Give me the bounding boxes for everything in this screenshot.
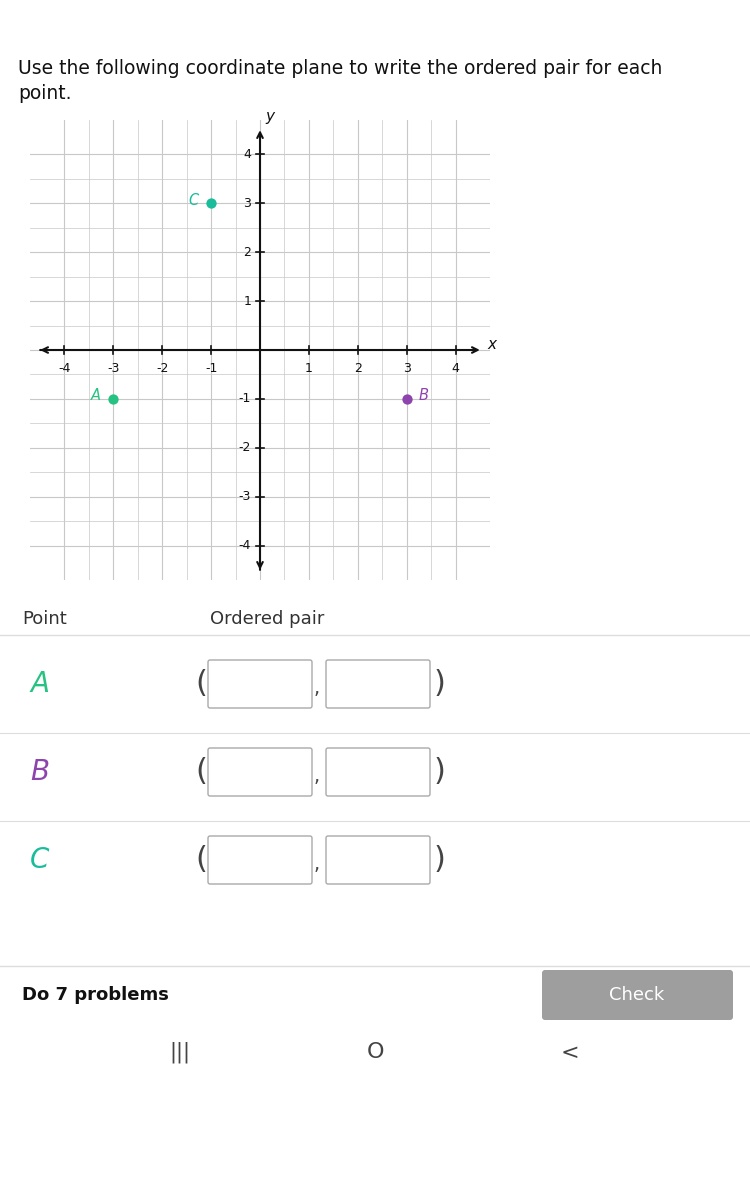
Text: 1: 1 (305, 362, 313, 376)
Point (107, 389, 119, 408)
Text: Use the following coordinate plane to write the ordered pair for each: Use the following coordinate plane to wr… (18, 59, 662, 78)
Text: ): ) (434, 670, 445, 698)
Text: x: x (488, 337, 496, 352)
Text: -2: -2 (156, 362, 168, 376)
Text: (: ( (195, 670, 207, 698)
Text: Do 7 problems: Do 7 problems (22, 986, 169, 1004)
Text: -3: -3 (107, 362, 119, 376)
Text: -1: -1 (238, 392, 251, 406)
Text: 9:32: 9:32 (18, 11, 53, 25)
FancyBboxPatch shape (542, 970, 733, 1020)
FancyBboxPatch shape (208, 836, 312, 884)
Text: C: C (30, 846, 50, 874)
Text: Point: Point (22, 610, 67, 628)
Text: -4: -4 (238, 539, 251, 552)
Text: -4: -4 (58, 362, 70, 376)
Text: -1: -1 (205, 362, 218, 376)
FancyBboxPatch shape (326, 748, 430, 796)
Text: |||: ||| (170, 1042, 190, 1063)
Text: B: B (30, 758, 49, 786)
Text: Check: Check (609, 986, 664, 1004)
Text: A: A (30, 670, 49, 698)
Text: ,: , (314, 678, 320, 697)
Text: ,: , (314, 854, 320, 874)
Text: 4: 4 (243, 148, 251, 161)
Point (400, 389, 412, 408)
Text: -3: -3 (238, 491, 251, 503)
Text: B: B (419, 388, 429, 402)
Text: (: ( (195, 846, 207, 875)
Text: 3: 3 (243, 197, 251, 210)
Text: 2: 2 (354, 362, 362, 376)
Text: A: A (91, 388, 101, 402)
Text: y: y (266, 109, 274, 124)
Text: (: ( (195, 757, 207, 786)
FancyBboxPatch shape (208, 660, 312, 708)
Text: Ordered pair: Ordered pair (210, 610, 324, 628)
Text: ,: , (314, 767, 320, 786)
Text: 3: 3 (403, 362, 411, 376)
Text: point.: point. (18, 84, 71, 103)
FancyBboxPatch shape (326, 836, 430, 884)
Text: ⛲  📶  🔋: ⛲ 📶 🔋 (698, 13, 732, 23)
Text: ): ) (434, 846, 445, 875)
Text: ): ) (434, 757, 445, 786)
Point (205, 193, 217, 212)
Text: 2: 2 (243, 246, 251, 259)
FancyBboxPatch shape (326, 660, 430, 708)
Text: <: < (561, 1043, 579, 1062)
Text: 1: 1 (243, 294, 251, 307)
Text: 4: 4 (452, 362, 460, 376)
Text: -2: -2 (238, 442, 251, 455)
FancyBboxPatch shape (208, 748, 312, 796)
Text: O: O (366, 1043, 384, 1062)
Text: C: C (188, 193, 199, 209)
